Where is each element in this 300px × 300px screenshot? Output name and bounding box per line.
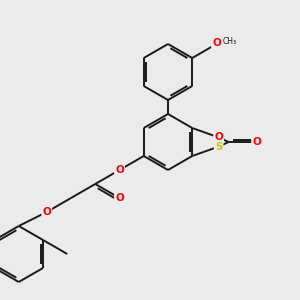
Text: O: O [252, 137, 261, 147]
Text: O: O [214, 132, 223, 142]
Text: CH₃: CH₃ [222, 38, 237, 46]
Text: O: O [115, 193, 124, 203]
Text: O: O [42, 207, 51, 217]
Text: O: O [115, 165, 124, 175]
Text: S: S [215, 142, 222, 152]
Text: O: O [212, 38, 221, 48]
